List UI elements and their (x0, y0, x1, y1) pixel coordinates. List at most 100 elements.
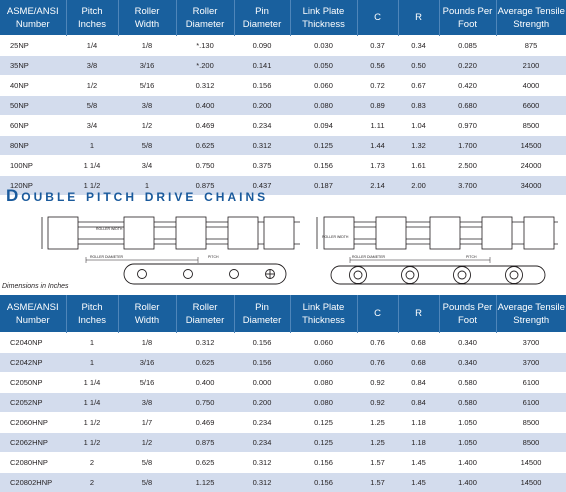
top-table-cell: 0.83 (398, 96, 439, 116)
bottom-table-cell: 1.050 (439, 433, 496, 453)
bottom-table-cell: 0.234 (234, 433, 290, 453)
top-table-cell: 1/8 (118, 36, 176, 56)
bottom-table-cell: 6100 (496, 373, 566, 393)
top-table-cell: 0.090 (234, 36, 290, 56)
top-table-cell: 0.37 (357, 36, 398, 56)
top-table-cell: 0.085 (439, 36, 496, 56)
top-table-cell: 50NP (0, 96, 66, 116)
bottom-table-cell: 0.156 (234, 333, 290, 353)
top-table-cell: 0.72 (357, 76, 398, 96)
bottom-table-cell: 1.125 (176, 473, 234, 492)
top-table-cell: 0.34 (398, 36, 439, 56)
top-table-cell: *.130 (176, 36, 234, 56)
bottom-table-cell: 0.68 (398, 353, 439, 373)
bottom-table-cell: 0.400 (176, 373, 234, 393)
label-roller-diameter: ROLLER DIAMETER (90, 255, 124, 259)
top-header-cell: C (357, 0, 398, 36)
top-table-cell: 0.050 (290, 56, 357, 76)
top-table-cell: 0.234 (234, 116, 290, 136)
bottom-table-cell: 1 1/4 (66, 393, 118, 413)
top-table-cell: 1.61 (398, 156, 439, 176)
label-roller-width-right: ROLLER WIDTH (322, 235, 349, 239)
top-table-cell: 0.200 (234, 96, 290, 116)
top-table-cell: 0.156 (290, 156, 357, 176)
bottom-table-cell: 0.125 (290, 433, 357, 453)
bottom-table-cell: 1.18 (398, 433, 439, 453)
top-table-cell: 0.56 (357, 56, 398, 76)
bottom-table-cell: 0.312 (234, 473, 290, 492)
top-table-cell: 1 (66, 136, 118, 156)
top-table-cell: 0.094 (290, 116, 357, 136)
bottom-table-cell: 1.400 (439, 473, 496, 492)
bottom-table-cell: 1/8 (118, 333, 176, 353)
bottom-table-cell: 2 (66, 473, 118, 492)
top-table-cell: 4000 (496, 76, 566, 96)
top-table-cell: 3/8 (66, 56, 118, 76)
top-table-cell: 1.32 (398, 136, 439, 156)
bottom-table-cell: 5/8 (118, 453, 176, 473)
bottom-table-cell: 1.400 (439, 453, 496, 473)
bottom-table-cell: 1.45 (398, 453, 439, 473)
bottom-table-cell: 0.76 (357, 353, 398, 373)
top-table-cell: 35NP (0, 56, 66, 76)
bottom-table-cell: 1 (66, 333, 118, 353)
bottom-table-cell: 1 1/2 (66, 413, 118, 433)
top-table-cell: 0.312 (234, 136, 290, 156)
bottom-table-cell: 0.625 (176, 353, 234, 373)
top-table-cell: 1.700 (439, 136, 496, 156)
top-table-cell: 0.67 (398, 76, 439, 96)
bottom-table-cell: 1/7 (118, 413, 176, 433)
bottom-table-cell: 5/16 (118, 373, 176, 393)
top-table-cell: 1/2 (66, 76, 118, 96)
bottom-table-cell: 8500 (496, 433, 566, 453)
bottom-table-cell: 0.080 (290, 393, 357, 413)
section-title: Double pitch drive chains (6, 186, 566, 208)
top-table-cell: 0.375 (234, 156, 290, 176)
top-table-cell: 1.73 (357, 156, 398, 176)
bottom-table-cell: 0.080 (290, 373, 357, 393)
top-table-cell: 3/4 (118, 156, 176, 176)
bottom-table-cell: 0.125 (290, 413, 357, 433)
top-table-cell: 8500 (496, 116, 566, 136)
bottom-table-cell: 2 (66, 453, 118, 473)
bottom-table-cell: 14500 (496, 453, 566, 473)
top-table-cell: 0.156 (234, 76, 290, 96)
top-table-cell: *.200 (176, 56, 234, 76)
bottom-table-cell: 3/8 (118, 393, 176, 413)
chain-front-view (124, 264, 286, 284)
bottom-table-cell: 0.000 (234, 373, 290, 393)
label-roller-diameter-right: ROLLER DIAMETER (352, 255, 386, 259)
bottom-table-cell: 1.25 (357, 433, 398, 453)
bottom-table-cell: 0.580 (439, 393, 496, 413)
top-table-cell: 0.080 (290, 96, 357, 116)
bottom-table-cell: C2052NP (0, 393, 66, 413)
top-table-cell: 1.04 (398, 116, 439, 136)
